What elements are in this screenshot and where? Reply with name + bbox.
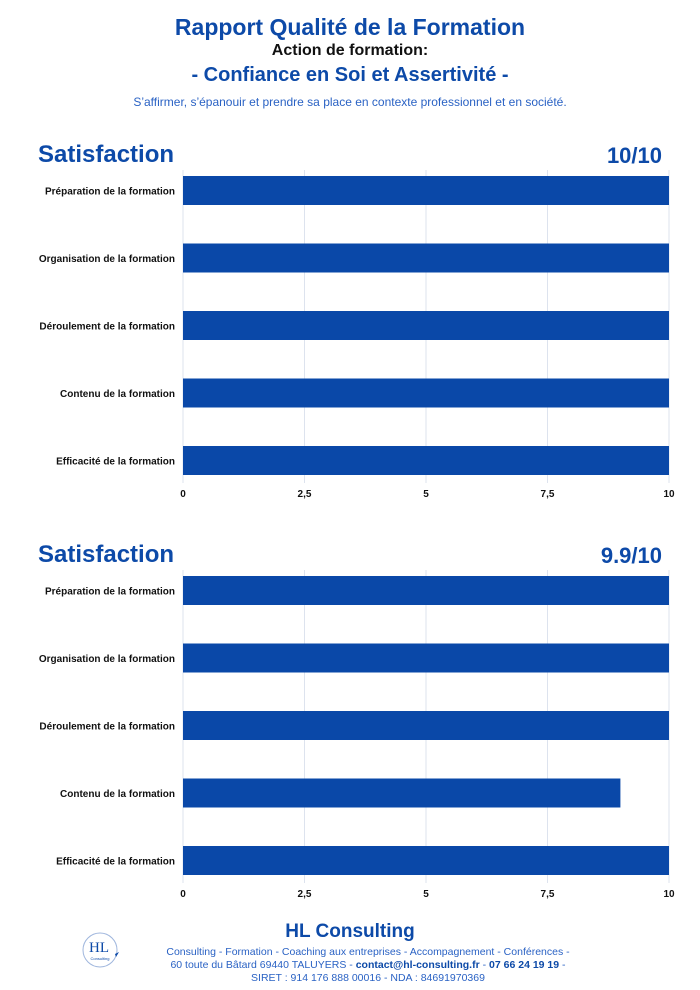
course-title: - Confiance en Soi et Assertivité - bbox=[191, 64, 509, 86]
x-tick-label: 10 bbox=[663, 489, 675, 500]
bar bbox=[183, 778, 621, 808]
x-tick-label: 5 bbox=[423, 889, 429, 900]
logo-monogram: HL bbox=[89, 940, 109, 956]
bar bbox=[183, 711, 669, 740]
chart-2-svg: 0 2,5 5 7,5 10 Préparation de la formation Org… bbox=[39, 570, 675, 900]
category-label: Contenu de la formation bbox=[60, 389, 175, 400]
bar bbox=[183, 311, 669, 340]
chart-1-svg: 0 2,5 5 7,5 10 Préparation de la formation Org… bbox=[39, 170, 675, 500]
course-subtitle: S’affirmer, s’épanouir et prendre sa pla… bbox=[133, 95, 567, 109]
chart-1-score: 10/10 bbox=[606, 143, 662, 168]
category-label: Préparation de la formation bbox=[45, 187, 175, 198]
logo-subtext: Consulting bbox=[91, 956, 110, 961]
category-label: Efficacité de la formation bbox=[56, 857, 175, 868]
footer-phone[interactable]: 07 66 24 19 19 bbox=[489, 959, 560, 971]
x-tick-label: 5 bbox=[423, 489, 429, 500]
bar bbox=[183, 576, 669, 605]
chart-2-title: Satisfaction bbox=[38, 541, 175, 568]
footer-services: Consulting - Formation - Coaching aux en… bbox=[166, 946, 570, 958]
category-label: Contenu de la formation bbox=[60, 789, 175, 800]
bar bbox=[183, 846, 669, 875]
category-label: Organisation de la formation bbox=[39, 654, 175, 665]
footer-separator: - bbox=[479, 959, 490, 971]
x-tick-label: 0 bbox=[180, 489, 186, 500]
footer-address: 60 toute du Bâtard 69440 TALUYERS - bbox=[170, 959, 356, 971]
category-label: Organisation de la formation bbox=[39, 254, 175, 265]
category-label: Préparation de la formation bbox=[45, 587, 175, 598]
report-title: Rapport Qualité de la Formation bbox=[174, 14, 526, 40]
footer-end: - bbox=[559, 959, 566, 971]
x-tick-label: 7,5 bbox=[541, 489, 555, 500]
x-tick-label: 10 bbox=[663, 889, 675, 900]
footer-email[interactable]: contact@hl-consulting.fr bbox=[355, 959, 480, 971]
footer-legal: SIRET : 914 176 888 00016 - NDA : 846919… bbox=[251, 972, 485, 984]
x-tick-label: 0 bbox=[180, 889, 186, 900]
category-label: Efficacité de la formation bbox=[56, 457, 175, 468]
bar bbox=[183, 643, 669, 673]
category-label: Déroulement de la formation bbox=[39, 322, 175, 333]
category-label: Déroulement de la formation bbox=[39, 722, 175, 733]
x-tick-label: 2,5 bbox=[298, 489, 312, 500]
chart-2-score: 9.9/10 bbox=[600, 543, 662, 568]
bar bbox=[183, 446, 669, 475]
x-tick-label: 7,5 bbox=[541, 889, 555, 900]
bar bbox=[183, 176, 669, 205]
footer-brand: HL Consulting bbox=[285, 921, 415, 942]
bar bbox=[183, 243, 669, 273]
bar bbox=[183, 378, 669, 408]
chart-1-title: Satisfaction bbox=[38, 141, 175, 168]
action-label: Action de formation: bbox=[271, 42, 429, 59]
hl-consulting-logo: HL Consulting bbox=[82, 932, 119, 968]
x-tick-label: 2,5 bbox=[298, 889, 312, 900]
footer-contact: 60 toute du Bâtard 69440 TALUYERS - cont… bbox=[118, 959, 618, 971]
